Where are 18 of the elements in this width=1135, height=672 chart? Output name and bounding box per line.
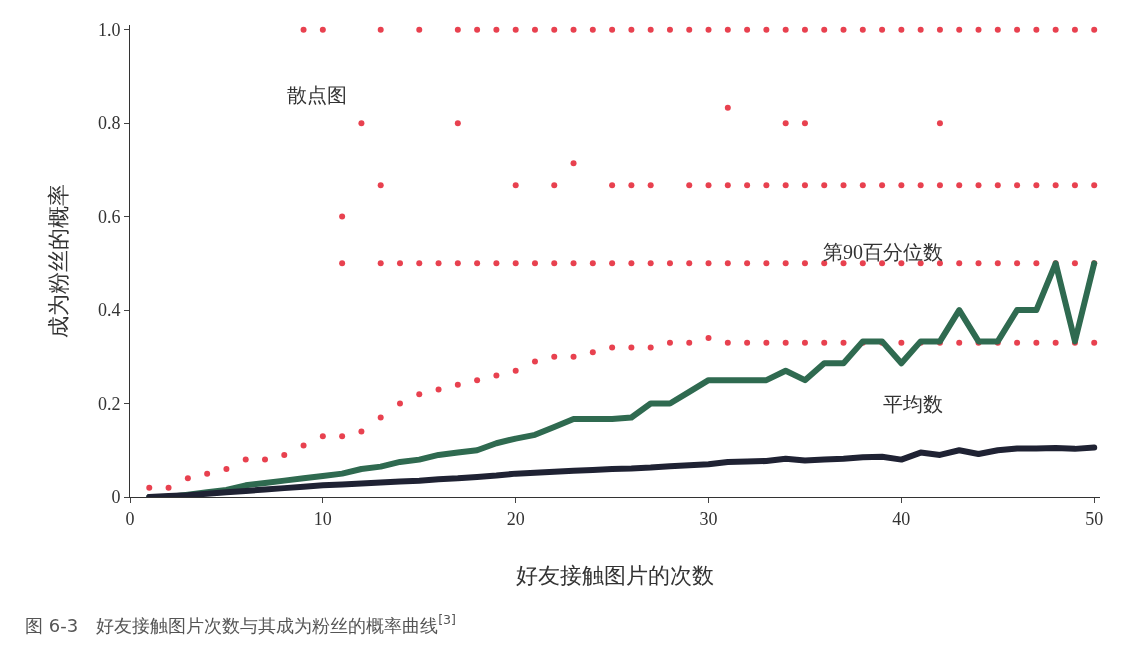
caption: 图 6-3 好友接触图片次数与其成为粉丝的概率曲线$^{[3]}$ — [25, 612, 456, 636]
x-tick-label: 40 — [892, 508, 911, 529]
x-tick-label: 30 — [699, 508, 718, 529]
x-tick-label: 20 — [506, 508, 525, 529]
x-tick-label: 50 — [1085, 508, 1104, 529]
y-tick-label: 0.8 — [97, 113, 121, 134]
y-tick-label: 1.0 — [97, 19, 121, 40]
text: 第90百分位数 — [823, 241, 943, 263]
series-label: 平均数 — [883, 393, 943, 415]
y-tick-label: 0.4 — [97, 300, 121, 321]
x-axis-title: 好友接触图片的次数 — [516, 563, 714, 589]
y-tick-label: 0.6 — [97, 206, 121, 227]
y-tick-label: 0 — [111, 487, 121, 508]
y-axis-title: 成为粉丝的概率 — [45, 184, 71, 338]
y-tick-label: 0.2 — [97, 393, 121, 414]
series-label: 散点图 — [287, 84, 347, 106]
x-tick-label: 0 — [125, 508, 135, 529]
x-tick-label: 10 — [313, 508, 332, 529]
